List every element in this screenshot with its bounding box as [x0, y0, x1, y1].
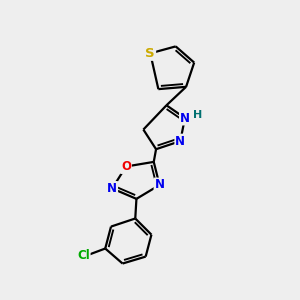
Text: N: N [175, 135, 185, 148]
Text: O: O [121, 160, 131, 173]
Text: N: N [154, 178, 164, 191]
Text: S: S [146, 47, 155, 60]
Text: N: N [107, 182, 117, 195]
Text: H: H [193, 110, 202, 120]
Text: Cl: Cl [77, 249, 90, 262]
Text: N: N [180, 112, 190, 124]
